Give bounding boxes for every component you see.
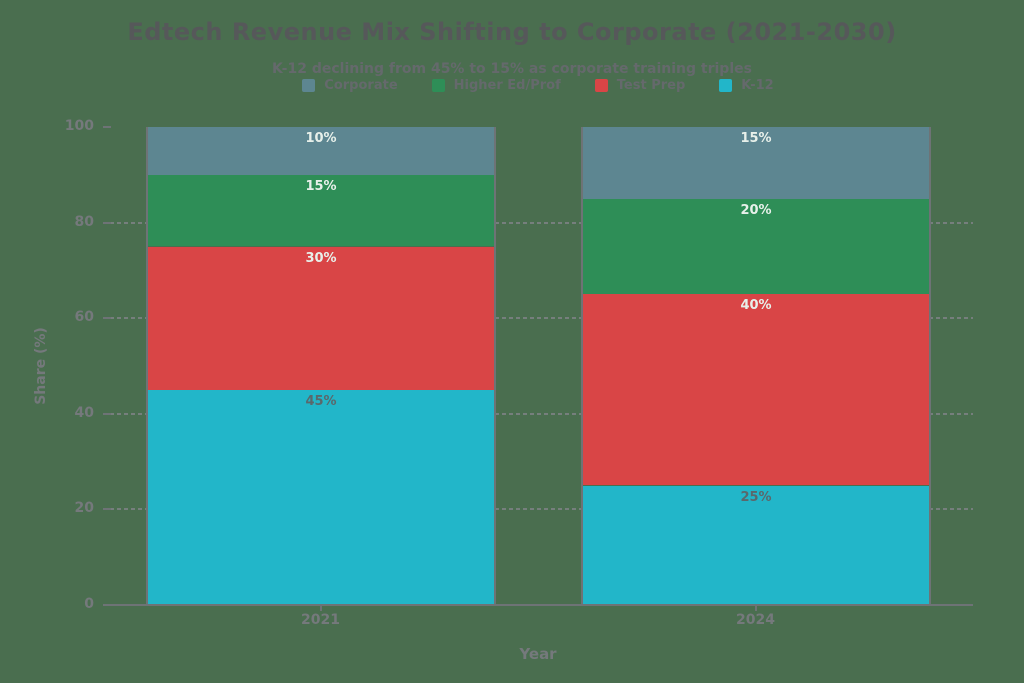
- y-tick-label-80: 80: [74, 213, 94, 230]
- legend-label-k-12: K-12: [741, 78, 774, 93]
- y-tick-label-20: 20: [74, 500, 94, 517]
- bar-segment-test-prep-2024: 40%: [583, 294, 929, 486]
- bar-value-label-test-prep-2021: 30%: [305, 250, 337, 266]
- bar-segment-higher-ed-prof-2024: 20%: [583, 198, 929, 295]
- y-tick-mark-60: [103, 317, 111, 320]
- bar-value-label-k-12-2021: 45%: [305, 393, 337, 409]
- legend-swatch-k-12-icon: [719, 79, 733, 92]
- legend-swatch-higher-ed-prof-icon: [431, 79, 445, 92]
- legend-item-higher-ed-prof: Higher Ed/Prof: [431, 78, 561, 93]
- gridline-80: [103, 221, 973, 224]
- bar-value-label-higher-ed-prof-2021: 15%: [305, 178, 337, 194]
- y-tick-label-60: 60: [74, 309, 94, 326]
- bar-segment-k-12-2021: 45%: [148, 389, 494, 605]
- plot-area: 45% 30% 15% 10% 25% 40% 20% 15%: [103, 126, 973, 606]
- x-tick-mark-2021: [319, 606, 322, 611]
- legend-label-test-prep: Test Prep: [616, 78, 686, 93]
- gridline-40: [103, 412, 973, 415]
- bar-2024: 25% 40% 20% 15%: [581, 127, 931, 605]
- x-tick-label-2024: 2024: [736, 612, 775, 628]
- y-tick-label-100: 100: [64, 118, 94, 134]
- x-axis-label: Year: [519, 645, 557, 663]
- bar-2021: 45% 30% 15% 10%: [146, 127, 496, 605]
- y-tick-label-0: 0: [84, 596, 94, 612]
- legend-item-corporate: Corporate: [302, 78, 398, 93]
- y-axis-label: Share (%): [33, 327, 49, 405]
- bar-segment-k-12-2024: 25%: [583, 485, 929, 605]
- legend-item-k-12: K-12: [719, 78, 774, 93]
- chart-title: Edtech Revenue Mix Shifting to Corporate…: [127, 18, 897, 46]
- legend-swatch-test-prep-icon: [594, 79, 608, 92]
- x-tick-mark-2024: [754, 606, 757, 611]
- y-tick-label-40: 40: [74, 404, 94, 421]
- chart-subtitle: K-12 declining from 45% to 15% as corpor…: [272, 61, 752, 77]
- bar-segment-test-prep-2021: 30%: [148, 246, 494, 390]
- gridline-60: [103, 317, 973, 320]
- legend-item-test-prep: Test Prep: [594, 78, 686, 93]
- legend-label-higher-ed-prof: Higher Ed/Prof: [453, 78, 561, 93]
- bar-value-label-test-prep-2024: 40%: [740, 298, 772, 314]
- x-axis-line: [103, 604, 973, 606]
- bar-value-label-corporate-2024: 15%: [740, 131, 772, 146]
- legend-swatch-corporate-icon: [302, 79, 316, 92]
- gridline-20: [103, 508, 973, 511]
- bar-segment-corporate-2024: 15%: [583, 127, 929, 199]
- x-tick-label-2021: 2021: [301, 612, 340, 628]
- legend: Corporate Higher Ed/Prof Test Prep K-12: [103, 78, 973, 93]
- bar-value-label-k-12-2024: 25%: [740, 489, 772, 505]
- bar-value-label-corporate-2021: 10%: [305, 131, 337, 146]
- y-tick-mark-20: [103, 508, 111, 511]
- y-tick-mark-100: [103, 126, 111, 128]
- bar-segment-corporate-2021: 10%: [148, 127, 494, 175]
- bar-value-label-higher-ed-prof-2024: 20%: [740, 202, 772, 218]
- bar-segment-higher-ed-prof-2021: 15%: [148, 174, 494, 247]
- y-tick-mark-40: [103, 412, 111, 415]
- legend-label-corporate: Corporate: [324, 78, 398, 93]
- y-tick-mark-80: [103, 221, 111, 224]
